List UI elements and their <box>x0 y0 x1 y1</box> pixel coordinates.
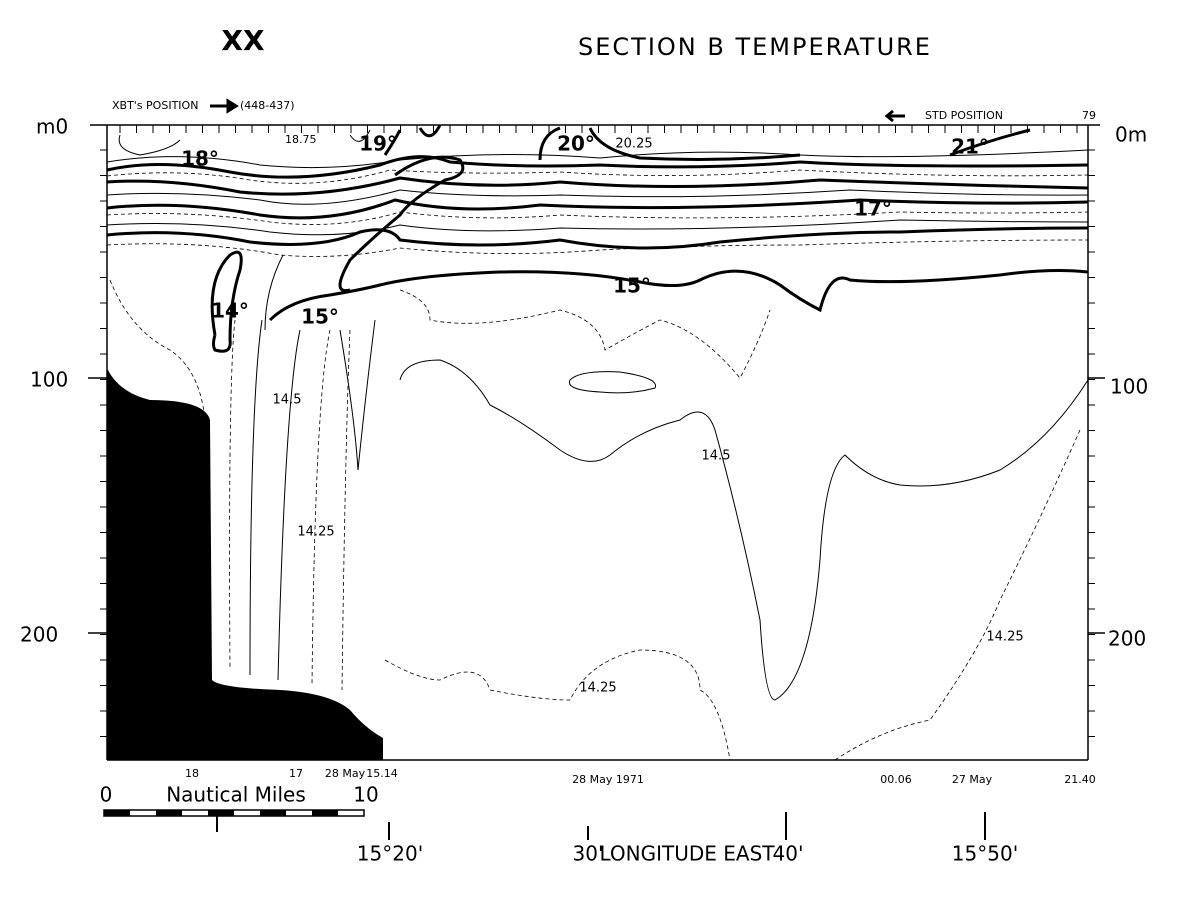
scale-segment <box>104 810 130 816</box>
time-label: 27 May <box>952 773 993 786</box>
depth-label: 100 <box>1110 375 1148 399</box>
isotherm <box>277 329 301 681</box>
isotherm <box>338 155 465 293</box>
contour-label: 14° <box>211 299 249 323</box>
contour-label: 14.25 <box>297 525 334 540</box>
scale-end: 10 <box>353 783 378 807</box>
time-label: 00.06 <box>880 773 912 786</box>
contour-label: 14.5 <box>273 393 302 408</box>
scale-bar <box>103 809 365 832</box>
seabed <box>107 368 383 760</box>
contour-label: 14.5 <box>702 449 731 464</box>
std-label: STD POSITION <box>925 109 1003 122</box>
station: 79 <box>1082 109 1096 122</box>
time-label: 18 <box>185 767 199 780</box>
isotherm <box>106 189 1089 205</box>
contour-label: 14.25 <box>986 630 1023 645</box>
isotherm <box>383 124 442 156</box>
scale-title: Nautical Miles <box>166 783 306 807</box>
isotherm <box>106 219 1089 236</box>
isotherm <box>106 198 1089 220</box>
isotherm <box>249 319 263 676</box>
depth-label: m0 <box>36 115 68 139</box>
isotherm <box>399 359 1089 701</box>
isotherm <box>118 134 181 156</box>
contour-label: 17° <box>854 197 892 221</box>
isotherm <box>106 226 1089 250</box>
contour-label: 14.25 <box>579 681 616 696</box>
longitude-title: LONGITUDE EAST <box>599 842 775 866</box>
isotherm <box>834 429 1081 761</box>
isotherm <box>311 329 331 686</box>
longitude-label: 40' <box>773 842 804 866</box>
contour-label: 19° <box>359 132 397 156</box>
plate-number: XX <box>221 24 265 57</box>
isotherm <box>109 279 206 421</box>
longitude-label: 15°50' <box>952 842 1018 866</box>
isotherm <box>339 319 376 471</box>
longitude-label: 15°20' <box>357 842 423 866</box>
depth-label: 200 <box>20 623 58 647</box>
contour-label: 20.25 <box>615 137 652 152</box>
contours <box>106 124 1089 761</box>
isotherm <box>106 211 1089 225</box>
scale-start: 0 <box>100 783 113 807</box>
isotherm <box>341 329 351 691</box>
scale-segment <box>208 810 234 816</box>
isotherm <box>568 371 657 394</box>
isotherm <box>399 289 771 379</box>
xbt-label: XBT's POSITION <box>112 99 198 112</box>
isotherm <box>384 649 731 761</box>
isotherm <box>106 239 1089 257</box>
contour-label: 21° <box>951 135 989 159</box>
time-label: 15.14 <box>366 767 398 780</box>
contour-label: 15° <box>301 305 339 329</box>
isotherm <box>268 269 1089 322</box>
longitude-ticks <box>388 812 986 840</box>
scale-segment <box>156 810 182 816</box>
time-label: 17 <box>289 767 303 780</box>
depth-label: 200 <box>1108 627 1146 651</box>
isotherm <box>106 155 1089 179</box>
arrow <box>884 109 905 123</box>
isotherm <box>106 149 1089 169</box>
scale-segment <box>312 810 338 816</box>
contour-label: 20° <box>557 132 595 156</box>
isotherm <box>229 319 236 671</box>
time-label: 28 May 1971 <box>572 773 644 786</box>
longitude-label: 30' <box>573 842 604 866</box>
contour-label: 18° <box>181 147 219 171</box>
contour-label: 15° <box>613 274 651 298</box>
xbt-range: (448-437) <box>240 99 295 112</box>
time-label: 21.40 <box>1064 773 1096 786</box>
scale-segment <box>260 810 286 816</box>
depth-label: 100 <box>30 368 68 392</box>
contour-label: 18.75 <box>285 133 317 146</box>
depth-label: 0m <box>1115 123 1147 147</box>
isotherm <box>949 128 1031 157</box>
isotherm <box>538 126 801 161</box>
frame <box>88 124 1105 761</box>
time-label: 28 May <box>325 767 366 780</box>
isotherm <box>106 176 1089 196</box>
isotherm <box>210 250 243 353</box>
title: SECTION B TEMPERATURE <box>578 33 932 61</box>
isotherm <box>349 129 371 142</box>
isotherm <box>106 169 1089 184</box>
arrow <box>210 98 239 114</box>
isotherm <box>264 254 284 331</box>
